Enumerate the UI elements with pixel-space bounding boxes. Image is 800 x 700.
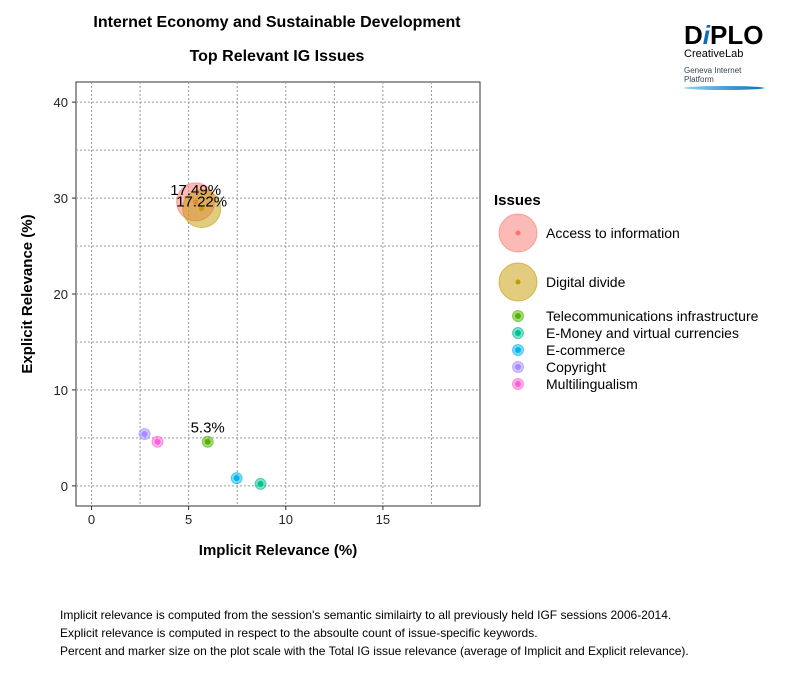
y-axis-label: Explicit Relevance (%) <box>19 214 36 373</box>
legend-key-center <box>515 230 521 236</box>
y-tick-label: 10 <box>54 383 68 398</box>
legend-key-center <box>515 279 521 285</box>
legend-key-center <box>515 381 521 387</box>
legend-label: Telecommunications infrastructure <box>546 308 759 324</box>
chart-title: Internet Economy and Sustainable Develop… <box>93 14 461 31</box>
chart-subtitle: Top Relevant IG Issues <box>189 48 365 65</box>
data-point-center <box>233 475 240 482</box>
legend-label: E-commerce <box>546 342 626 358</box>
diplo-logo: DiPLO CreativeLab Geneva Internet Platfo… <box>684 22 768 90</box>
x-axis-label: Implicit Relevance (%) <box>199 542 357 559</box>
data-label: 17.22% <box>176 194 227 211</box>
legend-label: Copyright <box>546 359 606 375</box>
footnote-implicit: Implicit relevance is computed from the … <box>60 608 672 622</box>
scatter-chart: 0 5 10 15 0 10 20 30 40 Implicit Relevance (%) Exp… <box>19 81 759 559</box>
x-tick-label: 10 <box>279 512 293 527</box>
y-tick-label: 0 <box>61 479 68 494</box>
data-point-center <box>141 431 148 438</box>
data-point-center <box>154 438 161 445</box>
footnote-size: Percent and marker size on the plot scal… <box>60 644 689 658</box>
y-tick-label: 20 <box>54 287 68 302</box>
legend-key-center <box>515 364 521 370</box>
legend-label: E-Money and virtual currencies <box>546 325 739 341</box>
y-tick-label: 30 <box>54 191 68 206</box>
legend-label: Digital divide <box>546 274 626 290</box>
legend-label: Access to information <box>546 225 680 241</box>
legend-key-center <box>515 347 521 353</box>
data-point-center <box>199 206 205 212</box>
data-point-center <box>204 438 211 445</box>
data-point-center <box>257 480 264 487</box>
data-label: 17.49% <box>170 182 221 199</box>
legend-title: Issues <box>494 192 541 209</box>
legend-label: Multilingualism <box>546 376 638 392</box>
x-tick-label: 0 <box>88 512 95 527</box>
legend-key-center <box>515 330 521 336</box>
data-label: 5.3% <box>191 420 225 437</box>
footnote-explicit: Explicit relevance is computed in respec… <box>60 626 538 640</box>
legend-key-center <box>515 313 521 319</box>
x-tick-label: 15 <box>376 512 390 527</box>
x-tick-label: 5 <box>185 512 192 527</box>
y-tick-label: 40 <box>54 95 68 110</box>
